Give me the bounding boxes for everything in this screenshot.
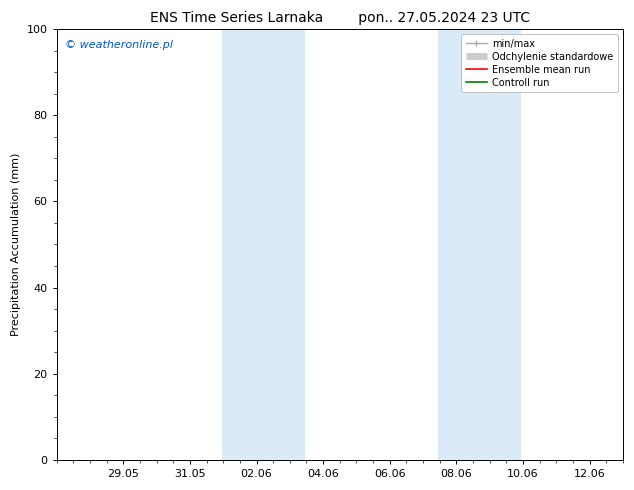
Bar xyxy=(221,29,305,460)
Legend: min/max, Odchylenie standardowe, Ensemble mean run, Controll run: min/max, Odchylenie standardowe, Ensembl… xyxy=(461,34,618,93)
Text: © weatheronline.pl: © weatheronline.pl xyxy=(65,40,173,50)
Title: ENS Time Series Larnaka        pon.. 27.05.2024 23 UTC: ENS Time Series Larnaka pon.. 27.05.2024… xyxy=(150,11,530,25)
Bar xyxy=(438,29,521,460)
Y-axis label: Precipitation Accumulation (mm): Precipitation Accumulation (mm) xyxy=(11,153,21,336)
